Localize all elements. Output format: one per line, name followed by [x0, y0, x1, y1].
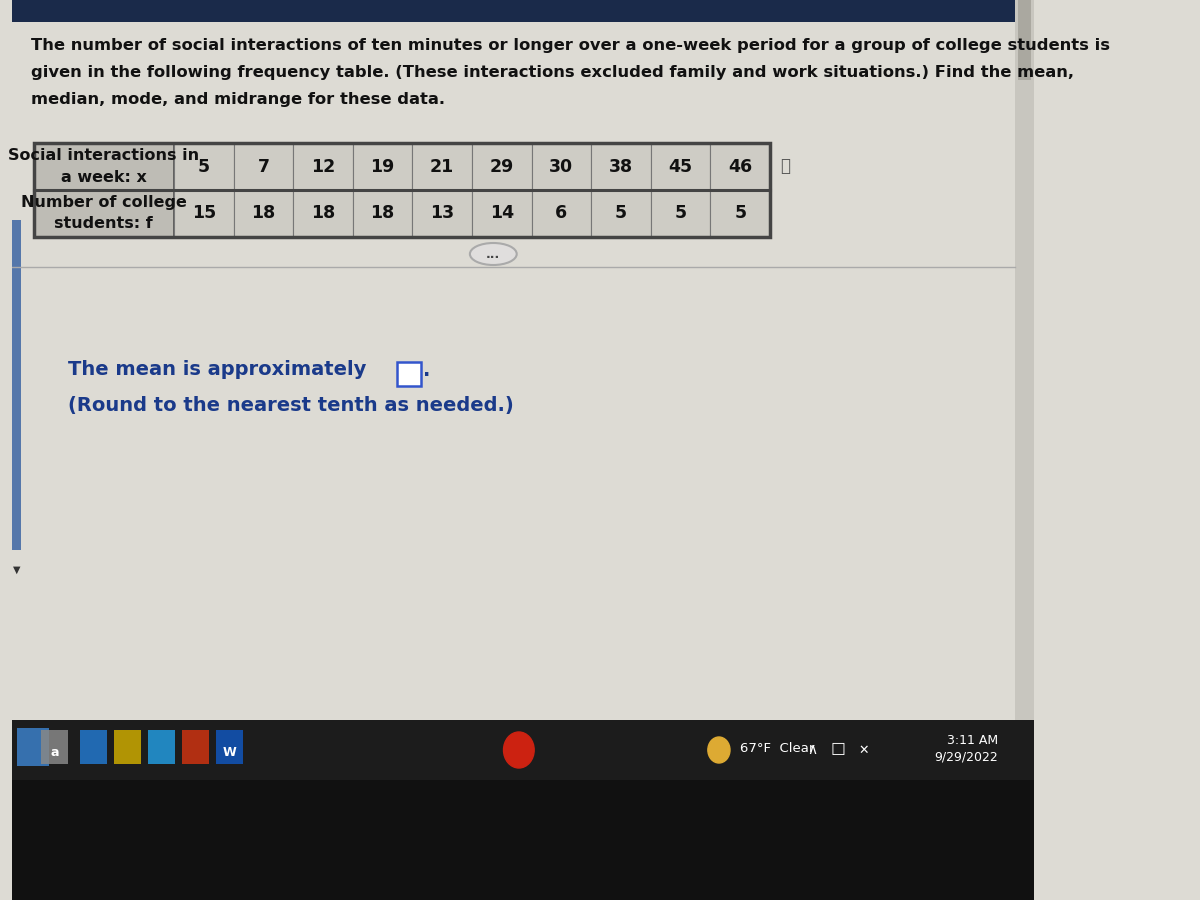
Bar	[353, 143, 413, 190]
Text: 5: 5	[674, 204, 686, 222]
Circle shape	[504, 732, 534, 768]
Text: 5: 5	[614, 204, 628, 222]
Bar	[413, 143, 472, 190]
Bar	[472, 190, 532, 237]
FancyBboxPatch shape	[397, 362, 421, 386]
Text: 15: 15	[192, 204, 216, 222]
Bar	[41, 730, 68, 764]
Bar	[234, 143, 293, 190]
Bar	[12, 0, 1034, 22]
Text: 38: 38	[608, 158, 634, 176]
Text: 6: 6	[556, 204, 568, 222]
Text: Number of college
students: f: Number of college students: f	[20, 195, 187, 231]
Text: ∧: ∧	[808, 743, 817, 757]
Bar	[12, 220, 20, 550]
Circle shape	[708, 737, 730, 763]
Bar	[592, 190, 650, 237]
Bar	[532, 190, 592, 237]
Bar	[472, 143, 532, 190]
Text: ...: ...	[486, 248, 500, 260]
Bar	[532, 143, 592, 190]
Bar	[12, 720, 1034, 780]
Bar	[12, 22, 1034, 720]
Text: ⧉: ⧉	[780, 158, 791, 176]
Text: 7: 7	[258, 158, 270, 176]
Bar	[413, 190, 472, 237]
Text: ▼: ▼	[13, 565, 20, 575]
Text: 5: 5	[734, 204, 746, 222]
Bar	[293, 143, 353, 190]
Bar	[353, 190, 413, 237]
Bar	[34, 190, 174, 237]
Text: .: .	[424, 361, 431, 380]
Bar	[114, 730, 140, 764]
Bar	[234, 190, 293, 237]
Bar	[79, 730, 107, 764]
Text: ✕: ✕	[858, 743, 869, 757]
Text: 18: 18	[311, 204, 335, 222]
Text: 12: 12	[311, 158, 335, 176]
Ellipse shape	[470, 243, 517, 265]
Text: 18: 18	[371, 204, 395, 222]
Text: 29: 29	[490, 158, 514, 176]
Bar	[12, 780, 1034, 900]
Text: 45: 45	[668, 158, 692, 176]
Bar	[216, 730, 242, 764]
Text: W: W	[222, 745, 236, 759]
Bar	[174, 190, 234, 237]
Text: 46: 46	[728, 158, 752, 176]
Text: 9/29/2022: 9/29/2022	[935, 750, 998, 763]
Text: Social interactions in
a week: x: Social interactions in a week: x	[8, 148, 199, 184]
Text: (Round to the nearest tenth as needed.): (Round to the nearest tenth as needed.)	[67, 396, 514, 415]
Text: a: a	[50, 745, 59, 759]
Text: 5: 5	[198, 158, 210, 176]
Bar	[1015, 0, 1034, 720]
Text: 21: 21	[430, 158, 455, 176]
Bar	[650, 143, 710, 190]
Bar	[17, 728, 49, 766]
Text: The number of social interactions of ten minutes or longer over a one-week perio: The number of social interactions of ten…	[31, 38, 1110, 53]
Bar	[650, 190, 710, 237]
Bar	[710, 190, 770, 237]
Bar	[1018, 0, 1031, 80]
Text: 18: 18	[251, 204, 276, 222]
Text: 30: 30	[550, 158, 574, 176]
Bar	[293, 190, 353, 237]
Text: median, mode, and midrange for these data.: median, mode, and midrange for these dat…	[31, 92, 445, 107]
Text: 67°F  Clear: 67°F Clear	[740, 742, 815, 755]
Text: 13: 13	[430, 204, 455, 222]
Text: given in the following frequency table. (These interactions excluded family and : given in the following frequency table. …	[31, 65, 1074, 80]
Text: 19: 19	[371, 158, 395, 176]
Text: The mean is approximately: The mean is approximately	[67, 360, 366, 379]
Bar	[710, 143, 770, 190]
Bar	[34, 143, 174, 190]
Text: ☐: ☐	[830, 741, 846, 759]
Bar	[592, 143, 650, 190]
Bar	[148, 730, 175, 764]
Text: 3:11 AM: 3:11 AM	[947, 734, 998, 747]
Bar	[181, 730, 209, 764]
Bar	[174, 143, 234, 190]
Bar	[34, 143, 770, 237]
Bar	[12, 690, 1034, 720]
Text: 14: 14	[490, 204, 514, 222]
